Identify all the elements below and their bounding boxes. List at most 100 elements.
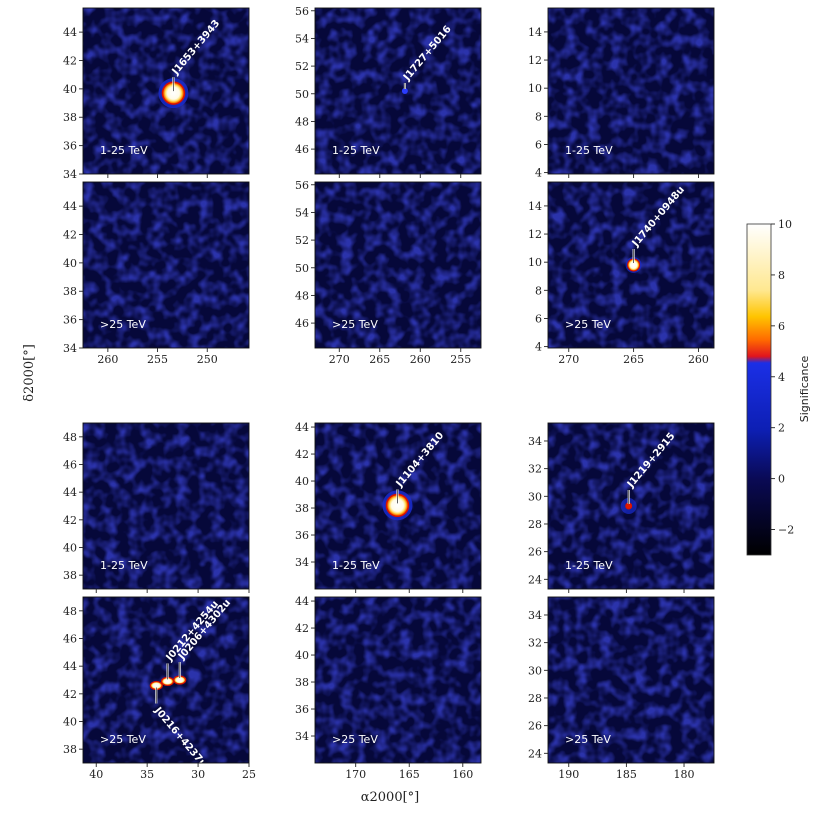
y-tick-label: 8	[535, 284, 542, 297]
y-tick-label: 42	[63, 54, 77, 67]
y-tick-label: 36	[63, 140, 77, 153]
panel-frame	[547, 596, 715, 764]
y-tick-label: 40	[63, 542, 77, 555]
energy-label: >25 TeV	[100, 318, 146, 331]
y-tick-label: 42	[63, 514, 77, 527]
colorbar-tick-label: 10	[778, 218, 792, 231]
energy-label: >25 TeV	[565, 733, 611, 746]
x-tick-label: 260	[688, 353, 709, 366]
panel-frame	[82, 422, 250, 590]
y-tick-label: 12	[528, 228, 542, 241]
sky-panel: >25 TeV 44 42 40 38 36 34 260 255 250	[63, 181, 250, 366]
y-tick-label: 54	[295, 206, 309, 219]
x-tick-label: 170	[345, 768, 366, 781]
y-tick-label: 44	[63, 486, 77, 499]
energy-label: 1-25 TeV	[565, 559, 613, 572]
y-tick-label: 28	[528, 518, 542, 531]
colorbar-tick-label: −2	[778, 524, 794, 537]
y-tick-label: 44	[63, 660, 77, 673]
y-tick-label: 38	[63, 743, 77, 756]
significance-noise	[315, 8, 481, 174]
colorbar-label: Significance	[798, 355, 811, 422]
y-tick-label: 36	[295, 529, 309, 542]
x-tick-label: 255	[147, 353, 168, 366]
y-tick-label: 38	[63, 285, 77, 298]
y-tick-label: 44	[295, 421, 309, 434]
y-tick-label: 56	[295, 5, 309, 18]
y-tick-label: 26	[528, 546, 542, 559]
y-tick-label: 34	[528, 609, 542, 622]
y-tick-label: 48	[295, 289, 309, 302]
energy-label: >25 TeV	[332, 318, 378, 331]
y-tick-label: 42	[295, 448, 309, 461]
panel-frame	[547, 181, 715, 349]
colorbar-tick-label: 4	[778, 371, 785, 384]
y-tick-label: 48	[295, 115, 309, 128]
y-tick-label: 10	[528, 82, 542, 95]
y-tick-label: 50	[295, 262, 309, 275]
y-tick-label: 40	[295, 649, 309, 662]
y-tick-label: 46	[63, 459, 77, 472]
x-tick-label: 165	[399, 768, 420, 781]
x-tick-label: 260	[97, 353, 118, 366]
y-tick-label: 4	[535, 167, 542, 180]
y-tick-label: 6	[535, 312, 542, 325]
x-tick-label: 185	[616, 768, 637, 781]
x-tick-label: 260	[410, 353, 431, 366]
y-tick-label: 40	[63, 257, 77, 270]
y-tick-label: 40	[295, 475, 309, 488]
y-tick-label: 38	[63, 111, 77, 124]
y-tick-label: 34	[295, 730, 309, 743]
y-tick-label: 46	[295, 143, 309, 156]
y-tick-label: 34	[63, 342, 77, 355]
y-tick-label: 42	[63, 228, 77, 241]
y-tick-label: 52	[295, 60, 309, 73]
significance-noise	[83, 423, 249, 589]
energy-label: 1-25 TeV	[565, 144, 613, 157]
panel-frame	[314, 422, 482, 590]
y-tick-label: 42	[63, 688, 77, 701]
x-tick-label: 190	[558, 768, 579, 781]
sky-panel: 1-25 TeV 48 46 44 42 40 38	[63, 422, 250, 593]
x-tick-label: 255	[450, 353, 471, 366]
significance-noise	[548, 597, 714, 763]
energy-label: 1-25 TeV	[100, 559, 148, 572]
energy-label: 1-25 TeV	[332, 144, 380, 157]
panel-frame	[547, 7, 715, 175]
y-axis-label: δ2000[°]	[22, 344, 37, 402]
colorbar-tick-label: 8	[778, 269, 785, 282]
energy-label: >25 TeV	[565, 318, 611, 331]
y-tick-label: 32	[528, 463, 542, 476]
x-tick-label: 270	[329, 353, 350, 366]
significance-noise	[83, 182, 249, 348]
energy-label: 1-25 TeV	[100, 144, 148, 157]
y-tick-label: 42	[295, 622, 309, 635]
x-tick-label: 250	[197, 353, 218, 366]
y-tick-label: 44	[63, 200, 77, 213]
y-tick-label: 34	[528, 435, 542, 448]
y-tick-label: 46	[295, 317, 309, 330]
x-tick-label: 35	[140, 768, 154, 781]
energy-label: 1-25 TeV	[332, 559, 380, 572]
y-tick-label: 54	[295, 32, 309, 45]
y-tick-label: 28	[528, 692, 542, 705]
y-tick-label: 10	[528, 256, 542, 269]
panel-frame	[314, 181, 482, 349]
colorbar: 10 8 6 4 2 0 −2 Significance	[746, 218, 811, 556]
y-tick-label: 14	[528, 200, 542, 213]
x-tick-label: 270	[558, 353, 579, 366]
sky-panel: >25 TeV 56 54 52 50 48 46 270 265 260 255	[295, 179, 482, 366]
y-tick-label: 4	[535, 341, 542, 354]
y-tick-label: 14	[528, 26, 542, 39]
y-tick-label: 26	[528, 720, 542, 733]
y-tick-label: 38	[63, 569, 77, 582]
significance-noise	[548, 8, 714, 174]
x-tick-label: 30	[191, 768, 205, 781]
x-tick-label: 40	[89, 768, 103, 781]
y-tick-label: 30	[528, 664, 542, 677]
